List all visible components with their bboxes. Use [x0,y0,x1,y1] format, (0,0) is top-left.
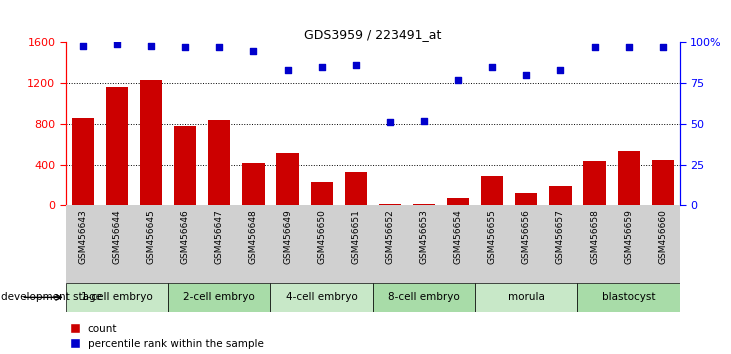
Bar [270,283,373,312]
Title: GDS3959 / 223491_at: GDS3959 / 223491_at [304,28,442,41]
Text: GSM456651: GSM456651 [352,209,360,264]
Text: GSM456654: GSM456654 [454,209,463,264]
Point [316,64,327,70]
Text: blastocyst: blastocyst [602,292,656,302]
Bar [379,204,401,205]
Bar [618,152,640,205]
Text: GSM456648: GSM456648 [249,209,258,264]
Text: GSM456660: GSM456660 [659,209,667,264]
Text: GSM456650: GSM456650 [317,209,326,264]
Bar [373,283,475,312]
Bar [481,176,504,205]
Text: GSM456657: GSM456657 [556,209,565,264]
Text: GSM456643: GSM456643 [78,209,87,264]
Point [248,48,260,53]
Point [384,119,395,125]
Text: GSM456658: GSM456658 [590,209,599,264]
Bar [345,172,367,205]
Bar [447,198,469,205]
Bar [72,118,94,205]
Text: GSM456655: GSM456655 [488,209,496,264]
Bar [208,120,230,205]
Bar [243,162,265,205]
Text: morula: morula [508,292,545,302]
Bar [174,126,196,205]
Point [179,45,191,50]
Point [418,118,430,124]
Text: 8-cell embryo: 8-cell embryo [388,292,460,302]
Bar [413,204,435,205]
Point [111,41,123,47]
Text: 1-cell embryo: 1-cell embryo [81,292,153,302]
Point [145,43,157,48]
Text: GSM456649: GSM456649 [283,209,292,264]
Text: GSM456652: GSM456652 [385,209,394,264]
Point [77,43,88,48]
Point [213,45,225,50]
Bar [66,283,168,312]
Point [657,45,669,50]
Point [520,72,532,78]
Point [350,62,362,68]
Bar [577,283,680,312]
Bar [515,193,537,205]
Text: development stage: development stage [1,292,102,302]
Bar [311,182,333,205]
Bar [583,161,606,205]
Bar [550,186,572,205]
Text: GSM456644: GSM456644 [113,209,121,264]
Legend: count, percentile rank within the sample: count, percentile rank within the sample [71,324,264,349]
Point [623,45,635,50]
Text: GSM456645: GSM456645 [147,209,156,264]
Text: GSM456646: GSM456646 [181,209,189,264]
Text: GSM456653: GSM456653 [420,209,428,264]
Point [588,45,600,50]
Point [486,64,498,70]
Text: 2-cell embryo: 2-cell embryo [183,292,255,302]
Point [281,67,293,73]
Text: GSM456647: GSM456647 [215,209,224,264]
Text: GSM456656: GSM456656 [522,209,531,264]
Point [452,77,464,83]
Bar [168,283,270,312]
Bar [475,283,577,312]
Bar [140,80,162,205]
Text: GSM456659: GSM456659 [624,209,633,264]
Bar [276,153,299,205]
Point [555,67,567,73]
Bar [652,160,674,205]
Bar [106,87,128,205]
Text: 4-cell embryo: 4-cell embryo [286,292,357,302]
